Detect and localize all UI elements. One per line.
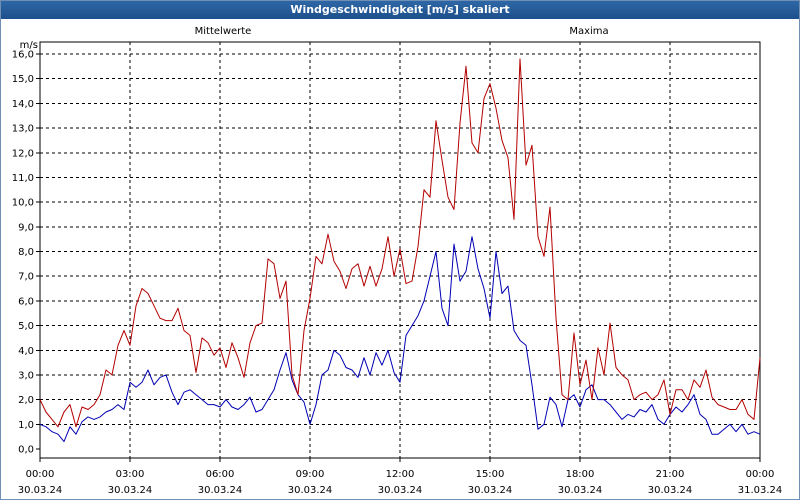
y-tick-label: 8,0 — [18, 247, 34, 258]
x-tick-date: 30.03.24 — [558, 485, 603, 496]
series-line-mittelwerte — [39, 236, 761, 443]
window-title: Windgeschwindigkeit [m/s] skaliert — [1, 1, 799, 19]
x-tick-date: 31.03.24 — [738, 485, 783, 496]
y-tick-label: 13,0 — [12, 124, 34, 135]
y-axis-unit: m/s — [20, 40, 38, 51]
y-tick-label: 0,0 — [18, 445, 34, 456]
y-tick-label: 2,0 — [18, 395, 34, 406]
x-tick-time: 06:00 — [206, 469, 235, 480]
series-lines — [39, 58, 761, 443]
y-tick-label: 16,0 — [12, 50, 34, 61]
y-tick-label: 15,0 — [12, 74, 34, 85]
x-tick-time: 21:00 — [656, 469, 685, 480]
x-tick-time: 00:00 — [746, 469, 775, 480]
plot-frame — [39, 41, 761, 459]
x-tick-time: 03:00 — [116, 469, 145, 480]
grid-lines — [40, 42, 760, 458]
x-tick-time: 18:00 — [566, 469, 595, 480]
x-tick-date: 30.03.24 — [378, 485, 423, 496]
y-tick-label: 4,0 — [18, 346, 34, 357]
axes — [36, 41, 761, 462]
legend-mittelwerte: Mittelwerte — [195, 26, 252, 37]
x-tick-time: 09:00 — [296, 469, 325, 480]
y-tick-label: 11,0 — [12, 173, 34, 184]
x-tick-date: 30.03.24 — [18, 485, 63, 496]
legend-maxima: Maxima — [569, 26, 608, 37]
y-tick-label: 3,0 — [18, 370, 34, 381]
x-tick-date: 30.03.24 — [468, 485, 513, 496]
x-tick-time: 12:00 — [386, 469, 415, 480]
y-tick-label: 14,0 — [12, 99, 34, 110]
y-tick-label: 10,0 — [12, 198, 34, 209]
y-tick-label: 6,0 — [18, 296, 34, 307]
x-tick-date: 30.03.24 — [288, 485, 333, 496]
y-tick-label: 9,0 — [18, 222, 34, 233]
y-tick-label: 1,0 — [18, 420, 34, 431]
x-tick-time: 00:00 — [26, 469, 55, 480]
x-tick-date: 30.03.24 — [648, 485, 693, 496]
x-tick-date: 30.03.24 — [108, 485, 153, 496]
y-tick-label: 12,0 — [12, 148, 34, 159]
x-tick-time: 15:00 — [476, 469, 505, 480]
chart-labels: 0,0 1,0 2,0 3,0 4,0 5,0 6,0 7,0 8,0 9,0 10,0 11,0 12… — [12, 26, 783, 496]
x-tick-date: 30.03.24 — [198, 485, 243, 496]
series-line-maxima — [39, 58, 761, 428]
y-tick-label: 5,0 — [18, 321, 34, 332]
y-tick-label: 7,0 — [18, 272, 34, 283]
